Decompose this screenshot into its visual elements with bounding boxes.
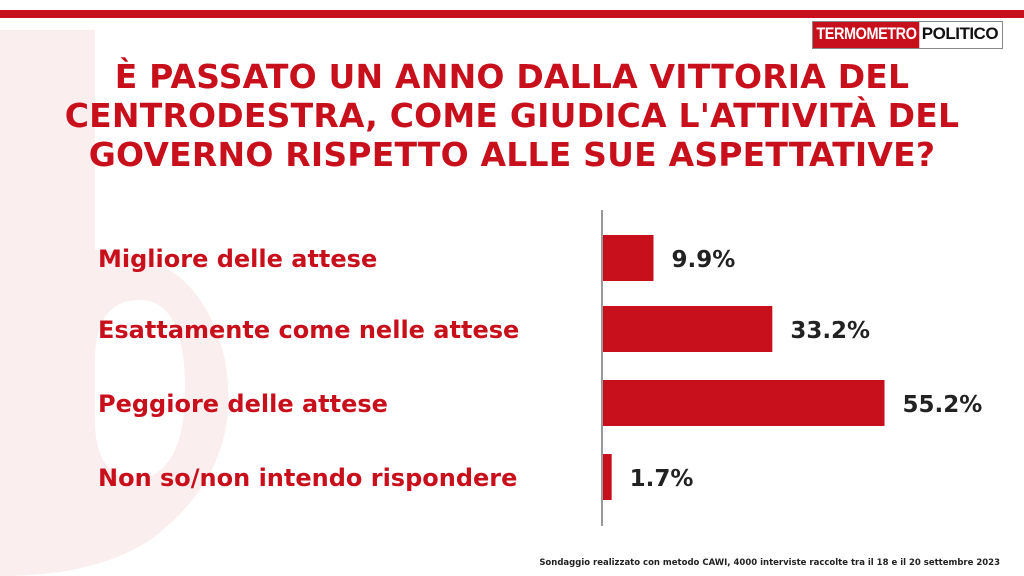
bar [603,380,885,426]
chart-title: È PASSATO UN ANNO DALLA VITTORIA DEL CEN… [64,57,960,174]
value-label: 55.2% [903,392,983,418]
logo-part-1: TERMOMETRO [813,22,920,48]
category-label: Migliore delle attese [98,245,377,273]
logo-part-2: POLITICO [921,22,1003,48]
termometro-politico-logo: TERMOMETRO POLITICO [812,21,1004,49]
category-label: Peggiore delle attese [98,390,388,418]
bar [603,454,612,500]
background-watermark-logo [0,30,229,576]
survey-footnote: Sondaggio realizzato con metodo CAWI, 40… [539,558,1000,568]
category-label: Esattamente come nelle attese [98,316,519,344]
value-label: 33.2% [790,318,870,344]
top-red-bar [0,10,1024,18]
bar [603,306,773,352]
category-label: Non so/non intendo rispondere [98,464,517,492]
value-label: 1.7% [630,466,694,492]
value-label: 9.9% [671,247,735,273]
bar [603,235,654,281]
